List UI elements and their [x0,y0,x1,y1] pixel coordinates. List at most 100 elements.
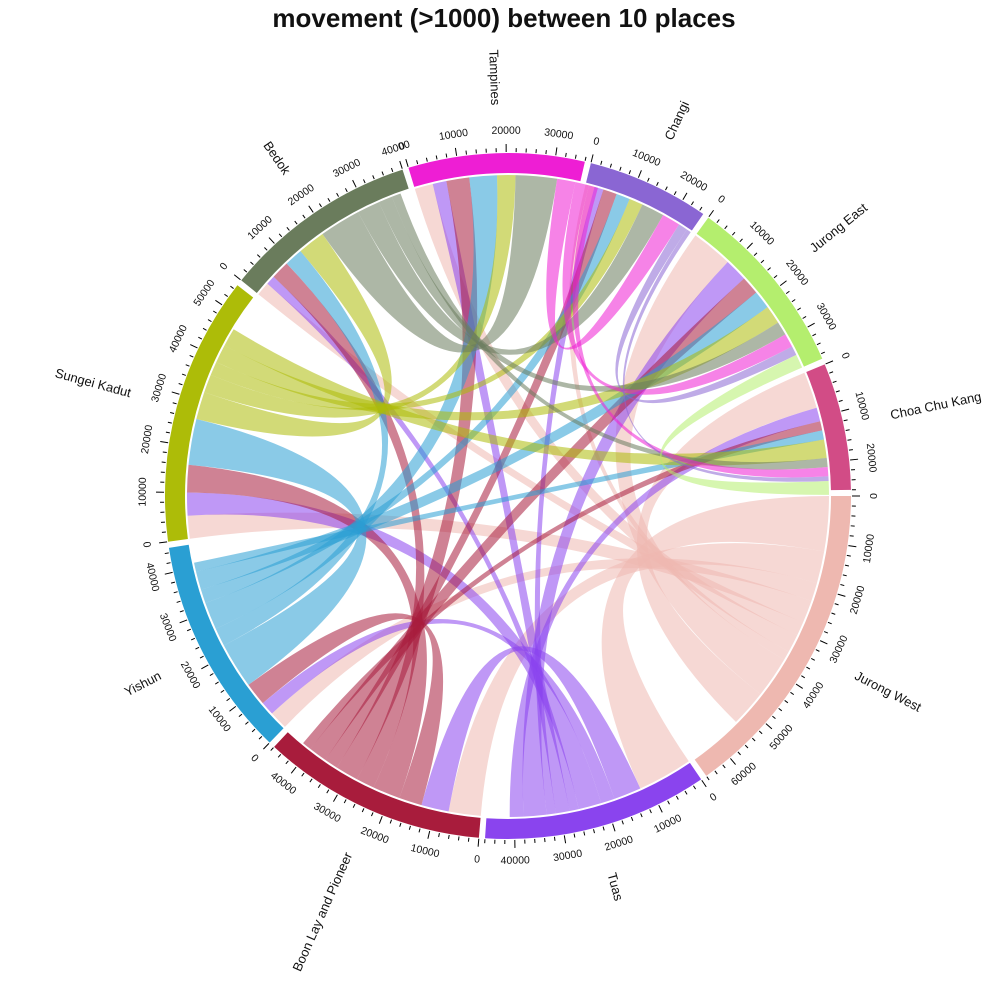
tick-label: 40000 [380,138,412,158]
tick-label: 10000 [206,704,233,735]
tick-mark [268,237,275,244]
tick-mark [827,621,832,625]
tick-mark [563,835,567,844]
tick-mark [784,700,789,704]
ribbon-tuas-to-boon-lay-and-pioneer [421,646,641,812]
ribbon-boon-lay-and-pioneer-to-sungei-kadut [187,464,427,799]
tick-label: 20000 [783,257,810,288]
tick-mark [344,188,348,193]
tick-mark [389,819,393,824]
tick-mark [807,322,815,328]
tick-mark [690,201,694,206]
tick-mark [701,779,707,788]
tick-label: 60000 [729,760,759,788]
tick-mark [190,344,198,349]
tick-mark [820,351,826,355]
tick-mark [381,171,384,176]
tick-mark [294,220,298,225]
tick-mark [207,319,212,323]
tick-mark [212,310,217,314]
tick-mark [647,177,650,182]
tick-label: 40000 [500,854,530,867]
tick-label: 50000 [767,722,795,752]
ribbon-boon-lay-and-pioneer-to-tampines [336,177,478,780]
tick-mark [425,157,428,162]
tick-mark [831,612,836,615]
tick-mark [825,360,834,365]
tick-mark [226,697,231,702]
tick-mark [371,812,374,817]
ribbon-layer [187,175,829,817]
arc-sungei-kadut [165,285,254,542]
tick-mark [602,826,605,831]
tick-mark [758,730,763,735]
tick-mark [844,564,849,567]
tick-label: 0 [248,752,261,765]
arc-boon-lay-and-pioneer [274,732,481,838]
tick-mark [399,160,403,169]
tick-mark [739,238,743,243]
tick-mark [730,758,736,765]
tick-mark [553,836,556,841]
tick-mark [427,830,431,839]
tick-mark [845,429,850,431]
arc-yishun [168,544,284,743]
tick-mark [416,160,419,165]
tick-mark [164,552,169,555]
tick-label: 30000 [814,301,839,332]
ribbon-tampines-to-changi [546,178,680,350]
tick-mark [609,163,612,168]
tick-mark [185,364,190,367]
tick-mark [706,776,710,781]
tick-mark [801,675,806,679]
tick-mark [765,723,773,730]
tick-mark [791,299,796,303]
tick-mark [724,225,728,230]
tick-mark [238,713,243,718]
tick-mark [167,421,172,424]
tick-label: 40000 [143,561,161,592]
tick-mark [179,610,184,613]
tick-mark [832,380,837,383]
tick-mark [722,764,726,769]
tick-mark [829,371,834,374]
ribbon-boon-lay-and-pioneer-to-jurong-east [310,278,757,760]
tick-mark [744,744,749,749]
tick-mark [842,574,847,577]
tick-mark [806,666,811,670]
tick-mark [751,737,756,742]
tick-mark [327,197,331,202]
tick-mark [290,766,297,774]
tick-label: 10000 [438,127,469,143]
tick-mark [667,800,670,805]
ribbon-tuas-to-sungei-kadut [187,492,602,810]
ribbon-sungei-kadut-to-bedok [196,234,392,437]
tick-label: 0 [715,193,727,206]
tick-mark [649,809,652,814]
tick-mark [286,226,290,231]
tick-mark [390,167,394,173]
tick-mark [445,153,448,158]
tick-mark [457,836,460,841]
group-label-sungei-kadut: Sungei Kadut [53,365,133,400]
tick-mark [772,715,776,720]
tick-mark [378,816,383,824]
tick-mark [336,192,339,197]
group-label-jurong-west: Jurong West [852,668,924,715]
tick-label: 20000 [139,424,155,455]
ribbon-sungei-kadut-to-changi [210,198,643,411]
tick-mark [418,828,421,833]
tick-label: 20000 [603,833,635,853]
tick-mark [263,743,270,750]
tick-mark [333,794,338,802]
tick-mark [220,689,225,693]
arc-changi [586,163,704,231]
tick-mark [181,373,186,376]
tick-mark [708,209,714,218]
tick-mark [372,175,375,180]
tick-mark [448,834,450,839]
tick-mark [555,147,558,156]
ribbon-yishun-to-choa-chu-kang [194,430,824,572]
tick-label: 20000 [286,182,317,209]
tick-mark [630,816,634,822]
